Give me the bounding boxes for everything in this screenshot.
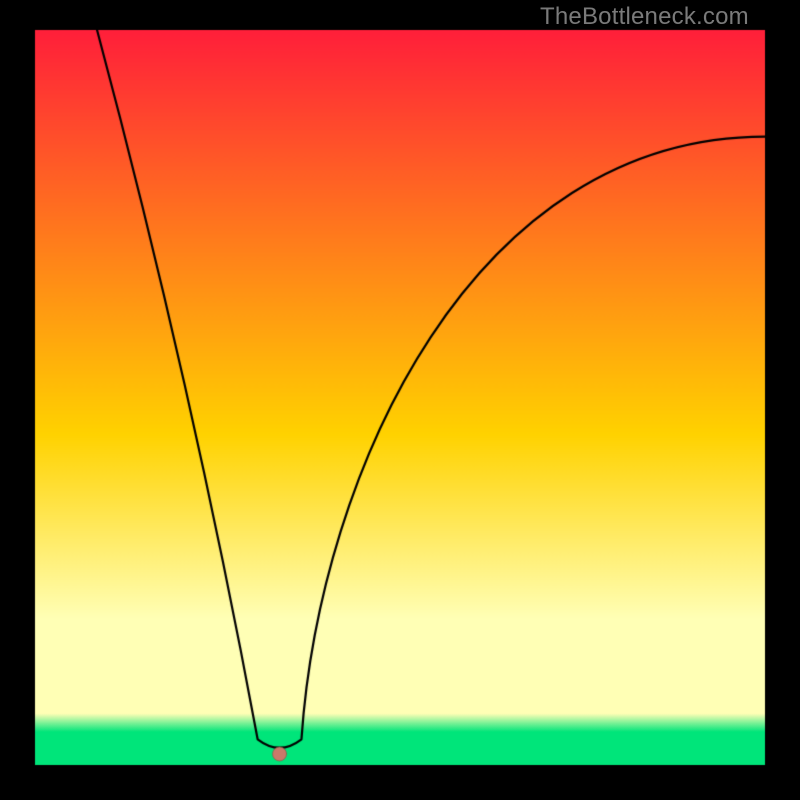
watermark-text: TheBottleneck.com	[540, 3, 749, 31]
chart-stage: TheBottleneck.com	[0, 0, 800, 800]
bottleneck-chart-canvas	[0, 0, 800, 800]
